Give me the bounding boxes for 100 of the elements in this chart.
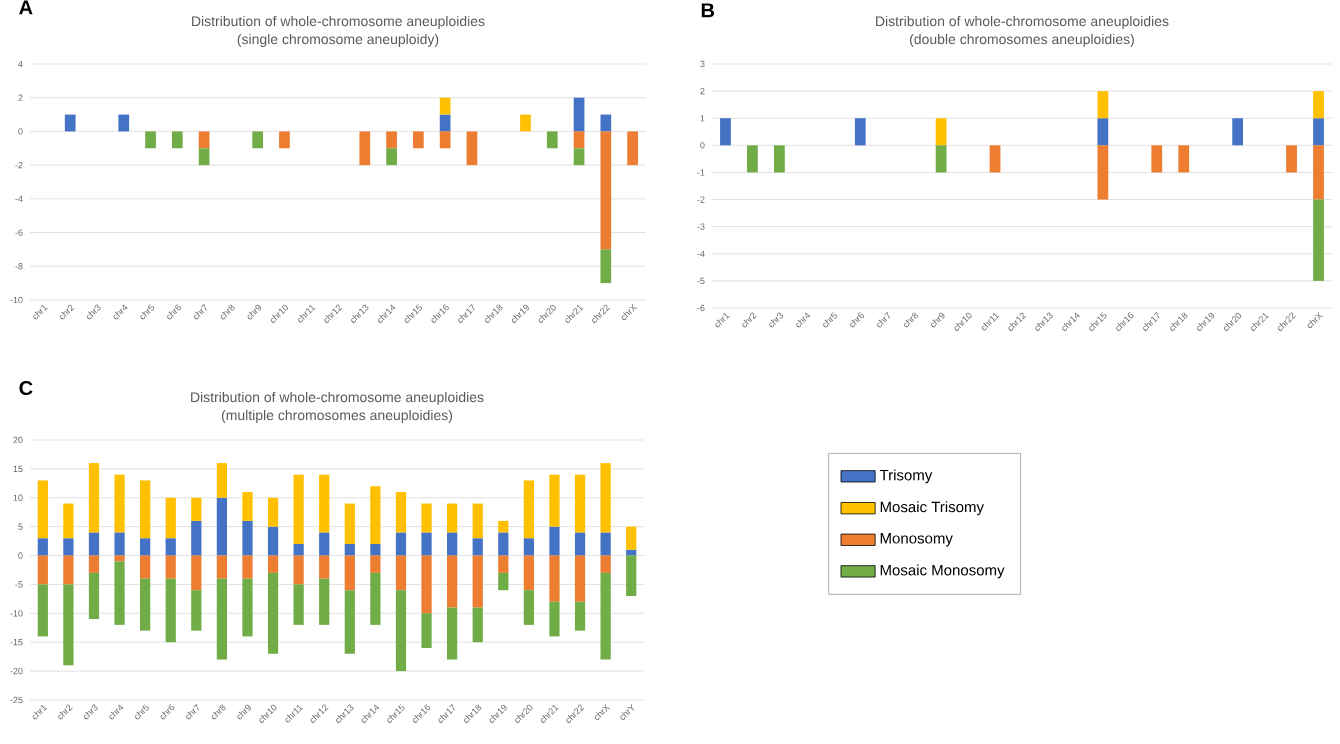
text: B — [701, 3, 715, 18]
bar — [165, 578, 176, 643]
bar — [573, 131, 585, 149]
bar — [191, 520, 202, 556]
bar — [549, 601, 560, 637]
bar — [854, 118, 866, 146]
bar — [447, 607, 458, 660]
bar — [216, 463, 228, 498]
bar — [989, 145, 1001, 173]
bar — [395, 491, 407, 533]
bar — [118, 114, 130, 132]
bar — [114, 561, 125, 625]
bar — [1232, 118, 1244, 146]
bar — [1151, 145, 1163, 173]
bar — [242, 491, 253, 521]
bar — [498, 532, 509, 556]
bar — [37, 555, 48, 585]
text: A — [19, 0, 33, 15]
bar — [1097, 145, 1109, 200]
bar — [600, 555, 611, 573]
bar — [216, 578, 228, 660]
bar — [242, 555, 253, 579]
bar — [191, 590, 202, 631]
bar — [293, 555, 304, 585]
bar — [279, 131, 290, 149]
bar — [600, 572, 611, 660]
bar — [88, 532, 100, 556]
bar — [344, 503, 355, 544]
bar — [252, 131, 264, 149]
bar — [600, 532, 611, 556]
bar — [627, 131, 638, 166]
bar — [395, 590, 407, 672]
bar — [546, 131, 558, 149]
text: C — [19, 380, 33, 396]
bar — [574, 474, 586, 533]
bar — [63, 584, 74, 666]
bar — [1313, 199, 1324, 281]
bar — [421, 532, 432, 556]
bar — [344, 543, 355, 556]
bar — [472, 607, 483, 643]
bar — [395, 532, 407, 556]
bar — [395, 555, 407, 591]
bar — [549, 474, 560, 527]
bar — [88, 463, 100, 533]
bar — [472, 555, 483, 608]
bar — [498, 555, 509, 573]
bar — [140, 578, 151, 631]
bar — [747, 145, 758, 173]
bar — [242, 520, 253, 556]
bar — [140, 538, 151, 556]
bar — [574, 555, 586, 602]
bar — [88, 572, 100, 620]
bar — [439, 97, 451, 115]
bar — [447, 503, 458, 533]
bar — [573, 148, 585, 166]
bar — [267, 526, 279, 556]
bar — [386, 148, 397, 166]
bar — [319, 532, 330, 556]
bar — [447, 555, 458, 608]
bar — [63, 503, 74, 539]
bar — [472, 503, 483, 539]
bar — [1097, 91, 1109, 119]
bar — [359, 131, 371, 166]
bar — [319, 555, 330, 579]
bar — [935, 118, 947, 146]
bar — [574, 601, 586, 631]
bar — [466, 131, 478, 166]
bar — [523, 480, 534, 539]
bar — [370, 486, 381, 544]
bar — [626, 555, 637, 596]
bar — [774, 145, 785, 173]
bar — [523, 538, 534, 556]
bar — [472, 538, 483, 556]
bar — [626, 526, 637, 550]
bar — [498, 520, 509, 533]
bar — [198, 131, 210, 149]
bar — [293, 474, 304, 544]
bar — [600, 131, 612, 250]
bar — [293, 543, 304, 556]
bar — [549, 526, 560, 556]
bar — [37, 538, 48, 556]
bar — [63, 555, 74, 585]
bar — [88, 555, 100, 573]
bar — [191, 497, 202, 521]
bar — [574, 532, 586, 556]
bar — [1313, 145, 1324, 200]
bar — [386, 131, 397, 149]
bar — [370, 555, 381, 573]
bar — [63, 538, 74, 556]
bar — [1286, 145, 1297, 173]
bar — [171, 131, 183, 149]
bar — [145, 131, 156, 149]
bar — [165, 497, 176, 539]
bar — [520, 114, 531, 132]
bar — [370, 572, 381, 625]
bar — [370, 543, 381, 556]
bar — [216, 555, 228, 579]
bar — [498, 572, 509, 591]
bar — [198, 148, 210, 166]
bar — [140, 480, 151, 539]
